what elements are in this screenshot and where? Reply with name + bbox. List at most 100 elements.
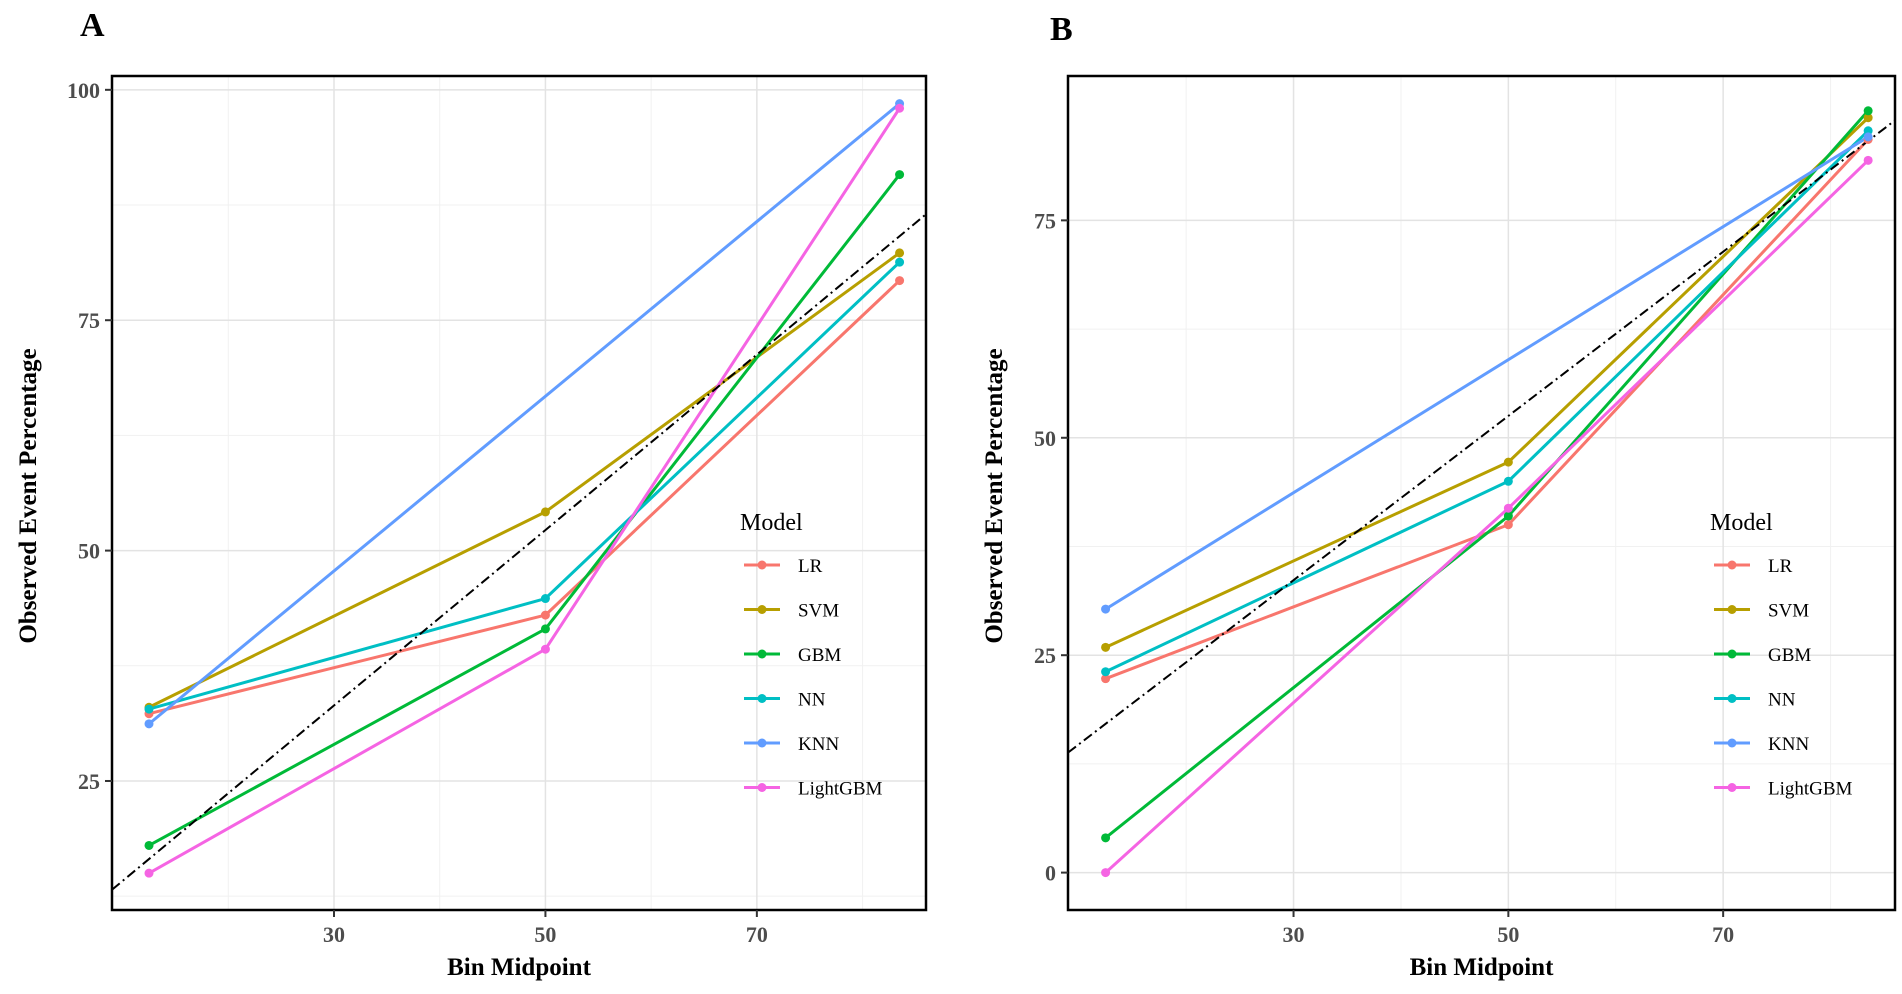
data-point-svm xyxy=(1503,457,1513,467)
y-tick-label: 75 xyxy=(78,308,100,333)
data-point-nn xyxy=(1101,667,1111,677)
y-tick-label: 50 xyxy=(78,539,100,564)
data-point-knn xyxy=(1101,604,1111,614)
legend-label: SVM xyxy=(1768,601,1809,622)
legend-swatch-point xyxy=(757,783,767,792)
y-tick-label: 50 xyxy=(1034,426,1056,451)
legend-swatch-point xyxy=(757,560,767,570)
legend-item-knn: KNN xyxy=(1714,734,1809,755)
legend-item-knn: KNN xyxy=(744,734,839,755)
legend-label: NN xyxy=(1768,690,1796,711)
data-point-lightgbm xyxy=(895,103,905,113)
reference-line xyxy=(112,213,926,891)
legend-swatch-point xyxy=(1727,560,1737,570)
panel-border xyxy=(1066,74,1897,912)
y-tick-label: 100 xyxy=(67,78,100,103)
series-line-svm xyxy=(1104,116,1870,649)
legend-item-nn: NN xyxy=(1714,690,1796,711)
legend-item-lr: LR xyxy=(1714,556,1793,577)
legend-item-lightgbm: LightGBM xyxy=(744,779,883,800)
legend-swatch-point xyxy=(757,605,767,614)
y-axis-title: Observed Event Percentage xyxy=(981,348,1008,643)
legend-label: KNN xyxy=(1768,734,1809,755)
data-point-nn xyxy=(144,704,154,714)
legend: Model LR SVM GBM NN KNN LightGBM xyxy=(1710,510,1853,800)
data-point-lightgbm xyxy=(144,868,154,878)
legend-label: SVM xyxy=(798,601,839,622)
data-point-nn xyxy=(1503,476,1513,486)
series-line-nn xyxy=(1104,129,1870,674)
data-point-lr xyxy=(1101,674,1111,684)
plot-area xyxy=(1068,106,1895,878)
legend-swatch-point xyxy=(1727,783,1737,792)
legend-swatch-point xyxy=(1727,738,1737,748)
y-tick-label: 0 xyxy=(1045,861,1056,886)
panel-border xyxy=(110,74,928,912)
legend-label: GBM xyxy=(798,645,841,666)
plot-area xyxy=(112,99,926,891)
legend-swatch-point xyxy=(1727,649,1737,659)
legend-item-gbm: GBM xyxy=(1714,645,1811,666)
data-point-lr xyxy=(540,610,550,620)
data-point-svm xyxy=(1863,113,1873,123)
data-point-nn xyxy=(540,594,550,604)
data-point-lightgbm xyxy=(1101,868,1111,878)
series-line-knn xyxy=(1104,135,1869,611)
legend-item-nn: NN xyxy=(744,690,826,711)
data-point-knn xyxy=(144,719,154,729)
data-point-knn xyxy=(1863,132,1873,142)
x-tick-label: 30 xyxy=(1283,922,1305,947)
y-tick-label: 25 xyxy=(78,769,100,794)
panel-label: A xyxy=(80,7,105,44)
legend-title: Model xyxy=(1710,510,1773,536)
legend-label: LightGBM xyxy=(798,779,883,800)
data-point-gbm xyxy=(1101,833,1111,843)
legend-label: NN xyxy=(798,690,826,711)
legend-label: GBM xyxy=(1768,645,1811,666)
x-tick-label: 70 xyxy=(1712,922,1734,947)
x-tick-label: 30 xyxy=(323,922,345,947)
legend-item-svm: SVM xyxy=(1714,601,1809,622)
data-point-svm xyxy=(895,248,905,258)
data-point-svm xyxy=(540,507,550,517)
x-axis-title: Bin Midpoint xyxy=(1410,954,1554,981)
legend-label: LightGBM xyxy=(1768,779,1853,800)
legend-swatch-point xyxy=(757,738,767,748)
legend-item-gbm: GBM xyxy=(744,645,841,666)
y-tick-label: 25 xyxy=(1034,643,1056,668)
data-point-gbm xyxy=(144,840,154,850)
data-point-lightgbm xyxy=(1863,155,1873,165)
x-tick-label: 70 xyxy=(746,922,768,947)
series-line-lightgbm xyxy=(148,107,901,875)
y-tick-label: 75 xyxy=(1034,208,1056,233)
data-point-lr xyxy=(1503,520,1513,530)
legend-label: LR xyxy=(798,556,823,577)
data-point-gbm xyxy=(1863,106,1873,116)
legend-item-svm: SVM xyxy=(744,601,839,622)
legend-label: LR xyxy=(1768,556,1793,577)
x-tick-label: 50 xyxy=(534,922,556,947)
data-point-gbm xyxy=(1503,511,1513,521)
legend-label: KNN xyxy=(798,734,839,755)
panel-a: A 30 50 70 25 50 75 100 Bin Midpoint Observed Eve… xyxy=(15,7,928,981)
legend-item-lightgbm: LightGBM xyxy=(1714,779,1853,800)
data-point-svm xyxy=(1101,642,1111,652)
panel-label: B xyxy=(1050,11,1073,48)
reference-line xyxy=(1068,119,1895,754)
data-point-nn xyxy=(895,257,905,267)
legend-swatch-point xyxy=(1727,605,1737,614)
legend-swatch-point xyxy=(757,649,767,659)
legend: Model LR SVM GBM NN KNN LightGBM xyxy=(740,510,883,800)
data-point-gbm xyxy=(895,170,905,180)
data-point-lightgbm xyxy=(540,644,550,654)
legend-swatch-point xyxy=(757,694,767,703)
legend-item-lr: LR xyxy=(744,556,823,577)
y-axis-title: Observed Event Percentage xyxy=(15,348,42,643)
data-point-lr xyxy=(895,276,905,286)
panel-b: B 30 50 70 0 25 50 75 Bin Midpoint Observed Event… xyxy=(981,11,1897,981)
data-point-lightgbm xyxy=(1503,503,1513,513)
legend-swatch-point xyxy=(1727,694,1737,703)
series-line-lr xyxy=(148,279,901,716)
x-axis-title: Bin Midpoint xyxy=(447,954,591,981)
